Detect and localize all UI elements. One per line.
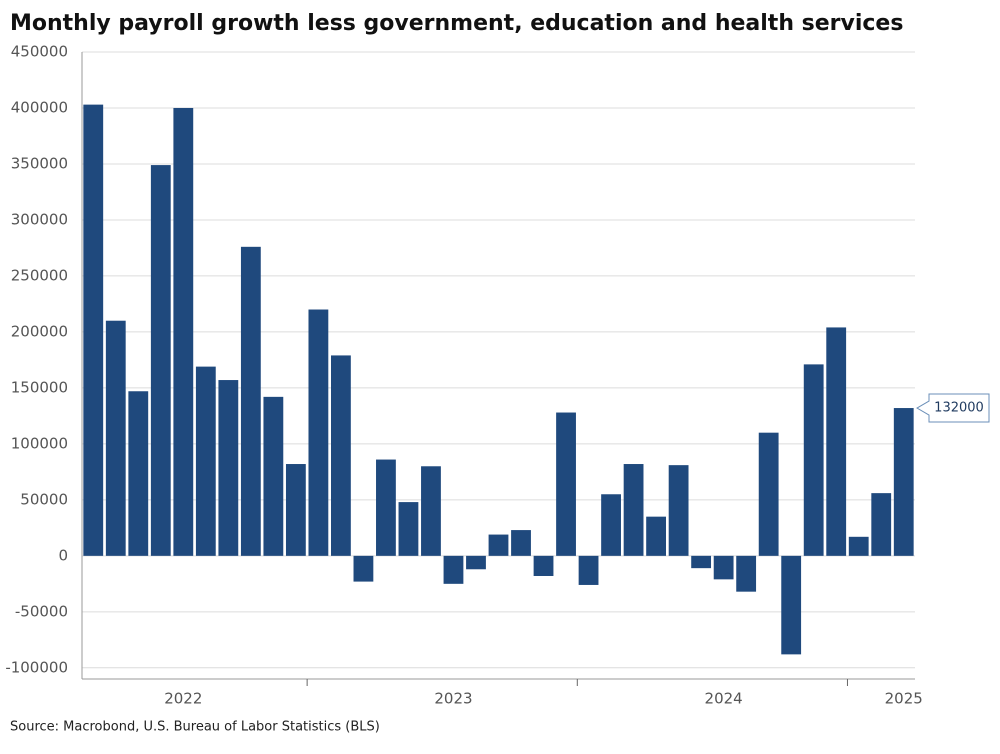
bar <box>668 465 689 556</box>
bar <box>826 327 847 556</box>
bar <box>848 536 869 556</box>
bar <box>330 355 351 556</box>
bar <box>105 320 126 556</box>
bar <box>488 534 509 556</box>
y-tick-label: 0 <box>58 546 68 564</box>
y-tick-label: 250000 <box>11 266 68 284</box>
bar <box>308 309 329 556</box>
bar <box>285 464 306 556</box>
y-tick-label: 100000 <box>11 434 68 452</box>
bar <box>691 555 712 569</box>
bar <box>195 366 216 556</box>
bar <box>758 432 779 556</box>
bar <box>421 466 441 556</box>
bar <box>398 502 419 556</box>
y-tick-label: 200000 <box>11 322 68 340</box>
bar <box>218 380 239 556</box>
bar <box>173 107 194 556</box>
bar <box>83 104 104 556</box>
bar <box>263 396 284 556</box>
bar <box>128 391 149 556</box>
y-tick-label: 50000 <box>20 490 68 508</box>
chart-title: Monthly payroll growth less government, … <box>10 11 903 36</box>
bar <box>443 555 464 584</box>
bar <box>713 555 734 580</box>
bar <box>376 459 396 556</box>
value-label: 132000 <box>934 401 984 416</box>
y-tick-label: 350000 <box>11 154 68 172</box>
bar <box>601 494 621 556</box>
callout-box <box>916 393 990 423</box>
y-tick-label: 450000 <box>11 43 68 61</box>
x-tick-label: 2022 <box>164 690 202 708</box>
bar <box>578 555 599 585</box>
bar <box>240 246 261 556</box>
x-tick-label: 2025 <box>885 690 923 708</box>
bar <box>623 464 644 556</box>
bar <box>466 555 486 570</box>
y-tick-label: 150000 <box>11 378 68 396</box>
bar <box>533 555 554 576</box>
bar <box>893 408 914 556</box>
x-tick-label: 2024 <box>705 690 743 708</box>
bar <box>646 516 667 556</box>
bar <box>556 412 576 556</box>
bar <box>736 555 757 592</box>
y-tick-label: 400000 <box>11 98 68 116</box>
bar <box>150 165 171 556</box>
bar <box>511 530 531 556</box>
x-tick-label: 2023 <box>434 690 472 708</box>
source-note: Source: Macrobond, U.S. Bureau of Labor … <box>10 720 380 735</box>
bar <box>781 555 802 655</box>
bar <box>353 555 374 582</box>
bar <box>871 493 892 556</box>
y-tick-label: -50000 <box>15 602 68 620</box>
y-tick-label: -100000 <box>5 658 68 676</box>
bar <box>803 364 824 556</box>
y-tick-label: 300000 <box>11 210 68 228</box>
